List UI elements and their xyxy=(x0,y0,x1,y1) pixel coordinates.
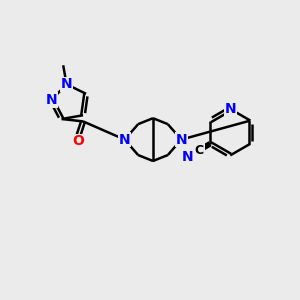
Text: C: C xyxy=(195,143,204,157)
Text: N: N xyxy=(46,93,57,107)
Text: N: N xyxy=(61,77,72,91)
Text: O: O xyxy=(72,134,84,148)
Text: N: N xyxy=(119,133,130,147)
Text: N: N xyxy=(224,102,236,116)
Text: N: N xyxy=(182,150,193,164)
Text: N: N xyxy=(182,149,194,164)
Text: N: N xyxy=(176,133,187,147)
